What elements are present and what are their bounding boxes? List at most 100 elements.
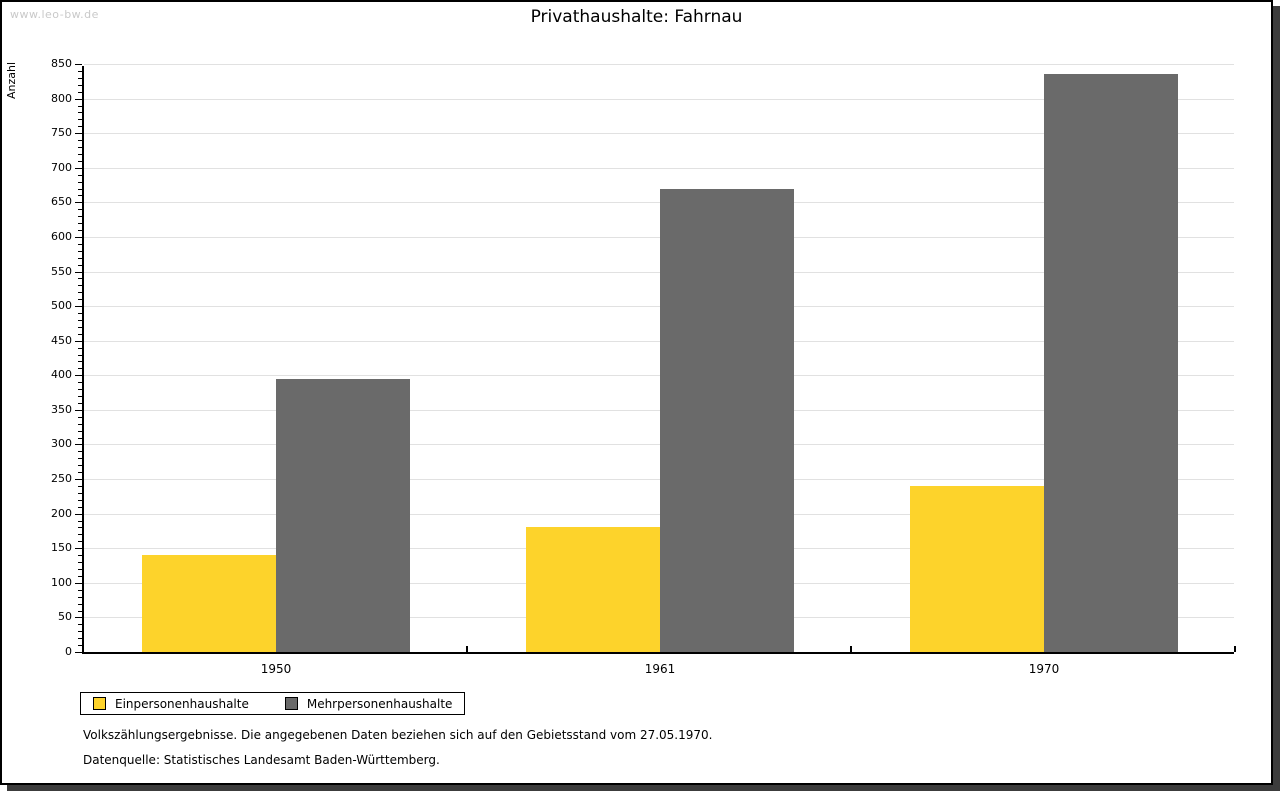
y-axis-minor-tick — [78, 624, 82, 626]
legend: Einpersonenhaushalte Mehrpersonenhaushal… — [80, 692, 466, 715]
y-axis-minor-tick — [78, 589, 82, 591]
gridline — [84, 513, 1234, 515]
y-axis-minor-tick — [78, 250, 82, 252]
gridline — [84, 444, 1234, 446]
y-axis-minor-tick — [78, 299, 82, 301]
y-axis-tick-label: 500 — [51, 299, 72, 313]
y-axis-minor-tick — [78, 555, 82, 557]
y-axis-major-tick — [75, 375, 82, 377]
gridline — [84, 133, 1234, 135]
y-axis-minor-tick — [78, 333, 82, 335]
y-axis-minor-tick — [78, 402, 82, 404]
y-axis-tick-label: 450 — [51, 333, 72, 347]
y-axis-minor-tick — [78, 506, 82, 508]
y-axis-title: Anzahl — [5, 61, 18, 99]
bar-einpersonenhaushalte-1950 — [142, 555, 276, 652]
y-axis-major-tick — [75, 202, 82, 204]
gridline — [84, 167, 1234, 169]
y-axis-minor-tick — [78, 527, 82, 529]
y-axis-minor-tick — [78, 140, 82, 142]
y-axis-major-tick — [75, 64, 82, 65]
plot-area: 0 50 100 150 200 250 300 350 400 450 500 550 600 650 7… — [51, 57, 1236, 676]
y-axis-minor-tick — [78, 354, 82, 356]
y-axis-minor-tick — [78, 91, 82, 93]
y-axis-tick-label: 750 — [51, 126, 72, 140]
y-axis-minor-tick — [78, 112, 82, 114]
y-axis-major-tick — [75, 167, 82, 169]
y-axis-minor-tick — [78, 257, 82, 259]
x-axis-tick — [466, 646, 468, 652]
y-axis-major-tick — [75, 98, 82, 100]
y-axis-minor-tick — [78, 216, 82, 218]
y-axis-minor-tick — [78, 188, 82, 190]
y-axis-minor-tick — [78, 153, 82, 155]
chart-title: Privathaushalte: Fahrnau — [530, 7, 743, 27]
y-axis-major-tick — [75, 513, 82, 515]
y-axis-minor-tick — [78, 326, 82, 328]
y-axis-tick-label: 200 — [51, 506, 72, 520]
bar-mehrpersonenhaushalte-1961 — [660, 188, 794, 652]
x-axis-tick — [1234, 646, 1236, 652]
y-axis-minor-tick — [78, 368, 82, 370]
y-axis-tick-label: 300 — [51, 437, 72, 451]
y-axis-minor-tick — [78, 499, 82, 501]
y-axis-minor-tick — [78, 382, 82, 384]
y-axis-tick-label: 100 — [51, 575, 72, 589]
y-axis-minor-tick — [78, 610, 82, 612]
gridline — [84, 64, 1234, 65]
y-axis-minor-tick — [78, 645, 82, 647]
x-axis-category-label: 1950 — [260, 662, 292, 676]
y-axis-minor-tick — [78, 562, 82, 564]
y-axis-minor-tick — [78, 389, 82, 391]
y-axis-minor-tick — [78, 465, 82, 467]
y-axis-minor-tick — [78, 319, 82, 321]
y-axis-major-tick — [75, 548, 82, 550]
y-axis-minor-tick — [78, 596, 82, 598]
y-axis-minor-tick — [78, 285, 82, 287]
y-axis-minor-tick — [78, 492, 82, 494]
y-axis-minor-tick — [78, 638, 82, 640]
y-axis-minor-tick — [78, 520, 82, 522]
y-axis-minor-tick — [78, 569, 82, 570]
y-axis-tick-label: 850 — [51, 57, 72, 70]
y-axis-minor-tick — [78, 313, 82, 315]
y-axis-minor-tick — [78, 181, 82, 183]
legend-swatch-yellow — [93, 697, 106, 710]
gridline — [84, 236, 1234, 238]
y-axis-minor-tick — [78, 77, 82, 79]
y-axis-major-tick — [75, 409, 82, 411]
y-axis-tick-label: 400 — [51, 368, 72, 382]
bar-einpersonenhaushalte-1970 — [910, 485, 1044, 652]
gridline — [84, 340, 1234, 342]
legend-label: Mehrpersonenhaushalte — [306, 696, 453, 711]
gridline — [84, 375, 1234, 377]
y-axis-minor-tick — [78, 541, 82, 543]
y-axis-minor-tick — [78, 147, 82, 149]
y-axis-minor-tick — [78, 195, 82, 197]
y-axis-minor-tick — [78, 264, 82, 266]
y-axis-major-tick — [75, 582, 82, 584]
y-axis-minor-tick — [78, 437, 82, 439]
footnote-data-source: Datenquelle: Statistisches Landesamt Bad… — [83, 753, 440, 767]
x-axis-tick — [850, 646, 852, 652]
y-axis-minor-tick — [78, 174, 82, 176]
x-axis-category-label: 1961 — [644, 662, 676, 676]
y-axis-tick-label: 700 — [51, 160, 72, 174]
y-axis-tick-label: 550 — [51, 264, 72, 278]
y-axis-minor-tick — [78, 160, 82, 162]
y-axis-tick-label: 0 — [65, 645, 72, 658]
y-axis-minor-tick — [78, 70, 82, 72]
y-axis-major-tick — [75, 479, 82, 481]
y-axis-minor-tick — [78, 84, 82, 86]
y-axis-tick-label: 650 — [51, 195, 72, 209]
y-axis-minor-tick — [78, 292, 82, 294]
y-axis-minor-tick — [78, 278, 82, 280]
y-axis-minor-tick — [78, 209, 82, 211]
y-axis-minor-tick — [78, 119, 82, 121]
gridline — [84, 479, 1234, 481]
y-axis-minor-tick — [78, 485, 82, 487]
y-axis-tick-label: 50 — [58, 610, 72, 624]
y-axis-minor-tick — [78, 534, 82, 536]
y-axis-major-tick — [75, 652, 82, 653]
y-axis-tick-label: 350 — [51, 402, 72, 416]
